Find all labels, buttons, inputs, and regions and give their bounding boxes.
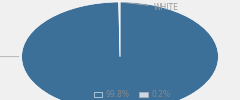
FancyBboxPatch shape [94,92,102,97]
Wedge shape [119,2,120,57]
Text: WHITE: WHITE [123,2,179,12]
FancyBboxPatch shape [139,92,148,97]
Text: BLACK: BLACK [0,52,19,61]
Text: 99.8%: 99.8% [106,90,130,99]
Wedge shape [22,2,218,100]
Text: 0.2%: 0.2% [151,90,170,99]
